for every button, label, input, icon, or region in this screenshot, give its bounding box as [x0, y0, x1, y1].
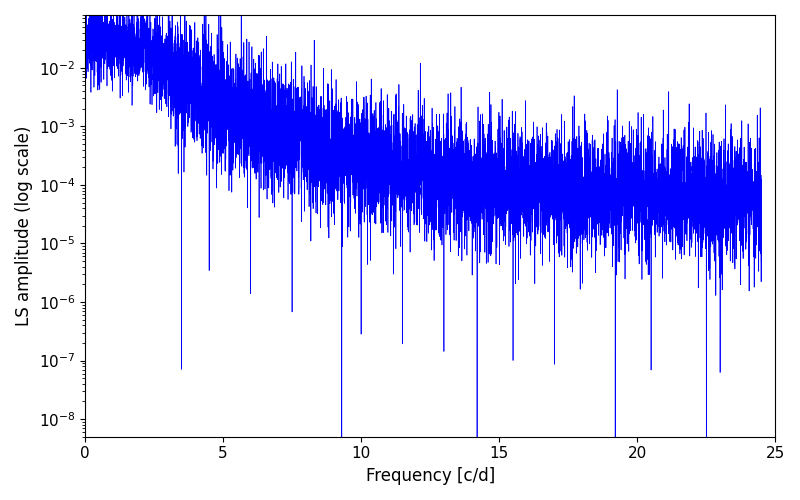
- Y-axis label: LS amplitude (log scale): LS amplitude (log scale): [15, 126, 33, 326]
- X-axis label: Frequency [c/d]: Frequency [c/d]: [366, 467, 494, 485]
